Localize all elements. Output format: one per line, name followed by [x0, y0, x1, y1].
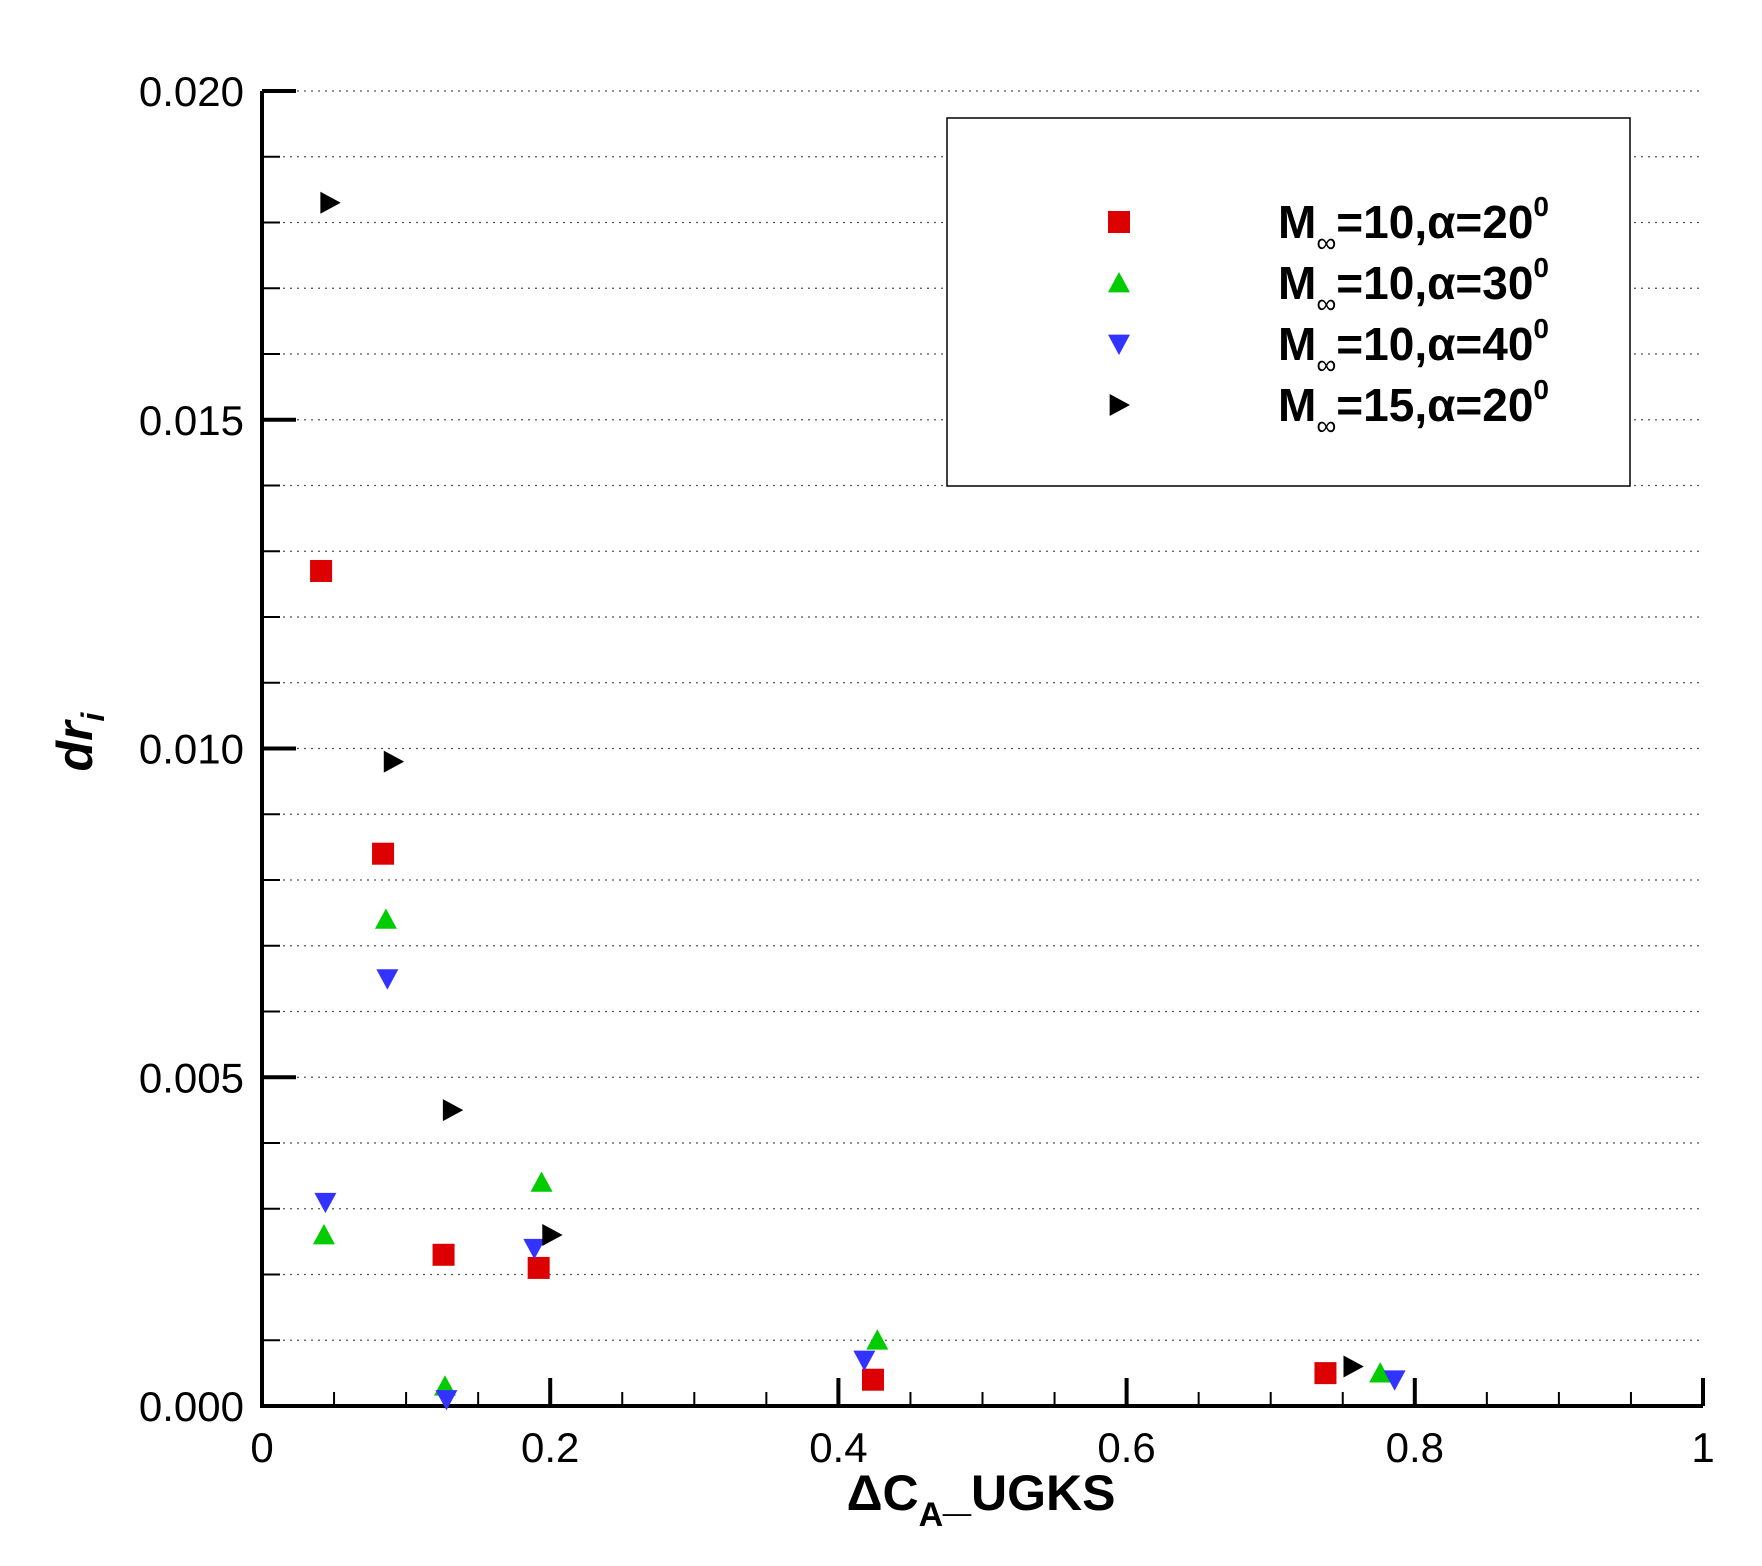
- data-point: [376, 969, 399, 990]
- legend-label-sup: 0: [1533, 191, 1549, 222]
- series-2: [312, 908, 1392, 1396]
- data-point: [374, 908, 397, 929]
- x-tick-label: 0: [250, 1424, 273, 1471]
- data-point: [542, 1224, 563, 1247]
- data-point: [866, 1329, 889, 1350]
- x-axis-title: ΔCA_UGKS: [847, 1465, 1116, 1534]
- legend-label-sub: ∞: [1316, 349, 1336, 380]
- x-axis-title-main: ΔC: [847, 1465, 919, 1521]
- legend-marker: [1108, 211, 1130, 233]
- legend-box: [946, 117, 1631, 487]
- data-point: [310, 559, 333, 582]
- legend-label-sup: 0: [1533, 252, 1549, 283]
- data-point: [527, 1256, 550, 1279]
- data-point: [372, 842, 395, 865]
- data-point: [383, 750, 405, 773]
- tick-labels: 0.000 0.005 0.010 0.015 0.020 0 0.2 0.4 0.6 0.8 1: [139, 68, 1715, 1471]
- data-point: [1383, 1370, 1406, 1391]
- data-point: [1343, 1355, 1364, 1378]
- x-tick-label: 0.2: [521, 1424, 579, 1471]
- x-axis-title-rest: _UGKS: [942, 1465, 1115, 1521]
- legend-label-pre: M: [1278, 196, 1316, 248]
- y-tick-label: 0.005: [139, 1054, 244, 1101]
- data-point: [442, 1099, 464, 1122]
- legend-label-pre: M: [1278, 257, 1316, 309]
- x-axis-title-sub: A: [919, 1496, 944, 1534]
- legend-label-pre: M: [1278, 379, 1316, 431]
- legend-label: M∞=10,α=400: [1278, 313, 1549, 380]
- data-point: [1369, 1362, 1392, 1383]
- y-axis-title: dri: [47, 711, 111, 771]
- data-point: [861, 1368, 884, 1391]
- data-point: [312, 1224, 335, 1245]
- legend-label-sub: ∞: [1316, 288, 1336, 319]
- data-point: [432, 1243, 455, 1266]
- data-points: [310, 191, 1406, 1411]
- legend-marker: [1108, 272, 1130, 293]
- data-point: [314, 1192, 337, 1214]
- legend-label-sub: ∞: [1316, 410, 1336, 441]
- legend-label-pre: M: [1278, 318, 1316, 370]
- legend-label-mid: =10,α=20: [1336, 196, 1533, 248]
- legend-label-mid: =15,α=20: [1336, 379, 1533, 431]
- data-point: [435, 1390, 458, 1411]
- legend-label: M∞=15,α=200: [1278, 374, 1549, 441]
- y-tick-label: 0.015: [139, 397, 244, 444]
- data-point: [530, 1171, 553, 1192]
- data-point: [320, 191, 341, 214]
- x-tick-label: 0.4: [809, 1424, 867, 1471]
- legend-marker: [1108, 334, 1130, 355]
- legend-label: M∞=10,α=200: [1278, 191, 1549, 258]
- data-point: [853, 1350, 876, 1371]
- y-tick-label: 0.010: [139, 726, 244, 773]
- y-axis-title-sub: i: [75, 711, 111, 721]
- x-tick-label: 0.8: [1386, 1424, 1444, 1471]
- y-tick-label: 0.020: [139, 68, 244, 115]
- y-axis-title-main: dr: [47, 719, 103, 772]
- legend-label-mid: =10,α=40: [1336, 318, 1533, 370]
- legend-label-mid: =10,α=30: [1336, 257, 1533, 309]
- legend: M∞=10,α=200M∞=10,α=300M∞=10,α=400M∞=15,α…: [946, 117, 1631, 487]
- legend-label-sub: ∞: [1316, 227, 1336, 258]
- data-point: [523, 1238, 546, 1260]
- tick-marks: [260, 89, 1705, 1408]
- legend-marker: [1109, 394, 1130, 416]
- series-1: [310, 559, 1337, 1391]
- legend-label-sup: 0: [1533, 374, 1549, 405]
- y-tick-label: 0.000: [139, 1383, 244, 1430]
- data-point: [1314, 1362, 1337, 1385]
- series-3: [314, 969, 1406, 1411]
- legend-label: M∞=10,α=300: [1278, 252, 1549, 319]
- x-tick-label: 1: [1691, 1424, 1714, 1471]
- x-tick-label: 0.6: [1097, 1424, 1155, 1471]
- series-4: [320, 191, 1364, 1378]
- legend-label-sup: 0: [1533, 313, 1549, 344]
